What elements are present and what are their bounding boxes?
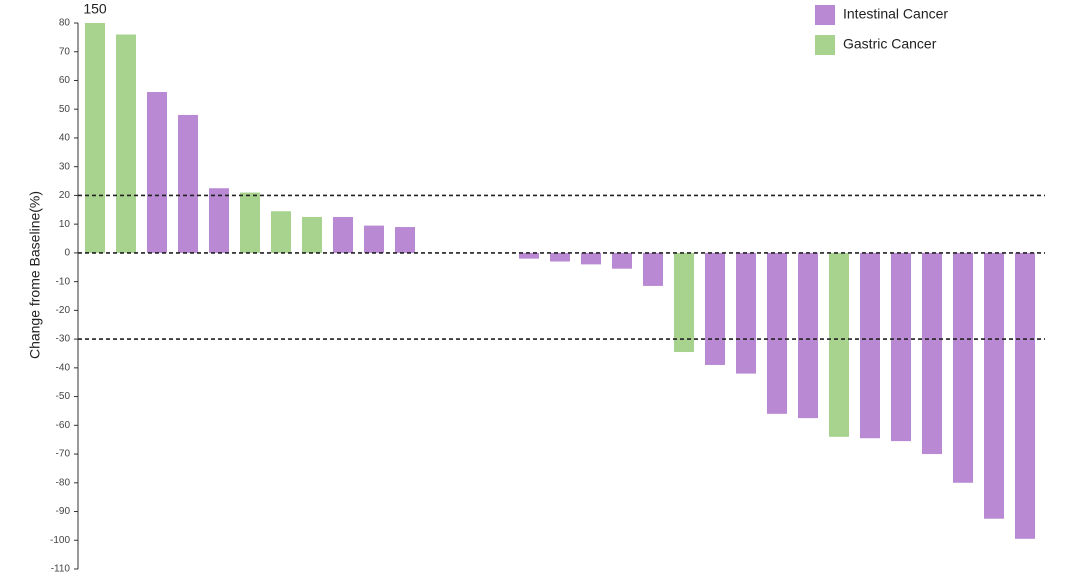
bar bbox=[891, 252, 911, 442]
y-tick-label: 70 bbox=[59, 46, 71, 57]
bar bbox=[85, 23, 105, 253]
bar bbox=[798, 252, 818, 419]
y-tick-label: 50 bbox=[59, 104, 71, 115]
bar bbox=[1015, 252, 1035, 539]
y-tick-label: 30 bbox=[59, 161, 71, 172]
y-tick-label: -10 bbox=[56, 276, 71, 287]
bar bbox=[364, 225, 384, 253]
legend-label: Intestinal Cancer bbox=[843, 6, 948, 22]
bar bbox=[209, 188, 229, 253]
bars bbox=[85, 23, 1035, 539]
y-tick-label: 20 bbox=[59, 190, 71, 201]
y-tick-label: -70 bbox=[56, 449, 71, 460]
y-tick-label: 60 bbox=[59, 75, 71, 86]
bar bbox=[302, 216, 322, 253]
bar bbox=[736, 252, 756, 374]
bar bbox=[674, 252, 694, 353]
bar bbox=[519, 252, 539, 259]
y-tick-label: -50 bbox=[56, 391, 71, 402]
y-tick-label: 10 bbox=[59, 219, 71, 230]
y-tick-label: -40 bbox=[56, 362, 71, 373]
bar bbox=[147, 91, 167, 253]
y-tick-label: -20 bbox=[56, 305, 71, 316]
bar bbox=[395, 227, 415, 253]
legend-swatch bbox=[815, 5, 835, 25]
y-tick-label: -60 bbox=[56, 420, 71, 431]
bar bbox=[860, 252, 880, 439]
y-axis-label: Change frome Baseline(%) bbox=[27, 191, 43, 359]
y-tick-label: 40 bbox=[59, 133, 71, 144]
y-tick-label: -110 bbox=[51, 564, 71, 575]
y-tick-label: -100 bbox=[50, 535, 70, 546]
y-tick-label: 80 bbox=[59, 18, 71, 29]
bar bbox=[953, 252, 973, 483]
y-tick-label: -80 bbox=[56, 477, 71, 488]
y-tick-label: -30 bbox=[56, 334, 71, 345]
bar bbox=[643, 252, 663, 286]
bar bbox=[550, 252, 570, 262]
y-tick-label: 0 bbox=[64, 248, 70, 259]
bar bbox=[271, 211, 291, 253]
bar bbox=[116, 34, 136, 253]
bar bbox=[705, 252, 725, 365]
bar bbox=[922, 252, 942, 455]
bar bbox=[178, 114, 198, 253]
y-tick-label: -90 bbox=[56, 506, 71, 517]
bar bbox=[333, 216, 353, 253]
value-label: 150 bbox=[83, 1, 107, 17]
bar bbox=[240, 192, 260, 253]
legend-swatch bbox=[815, 35, 835, 55]
bar bbox=[829, 252, 849, 437]
bar bbox=[581, 252, 601, 265]
bar bbox=[767, 252, 787, 414]
bar bbox=[612, 252, 632, 269]
bar bbox=[984, 252, 1004, 519]
legend-label: Gastric Cancer bbox=[843, 36, 937, 52]
